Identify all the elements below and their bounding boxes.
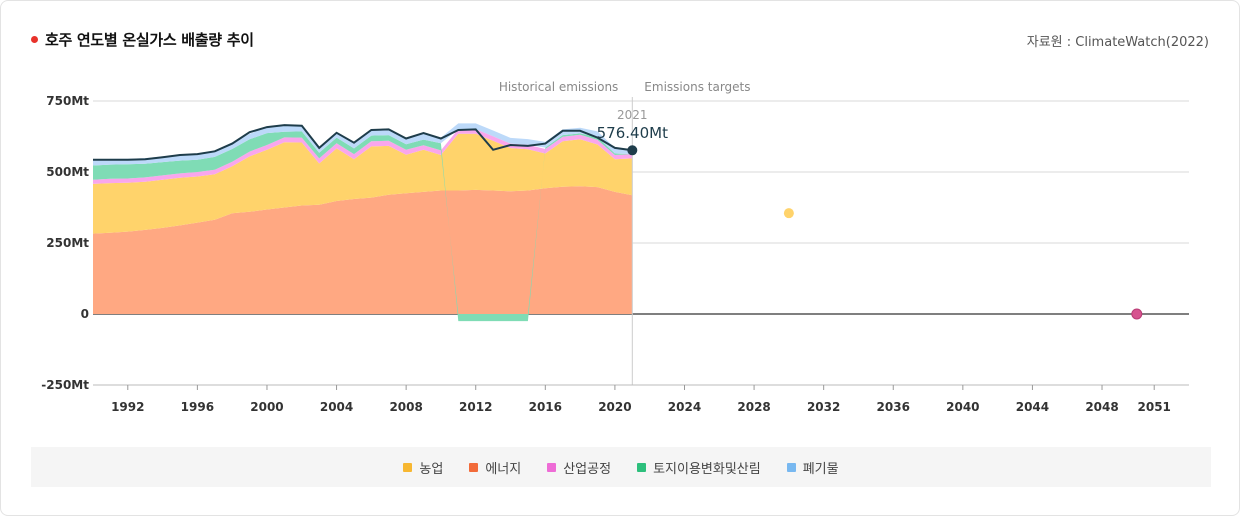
legend-swatch-industry <box>547 462 557 472</box>
current-value-point <box>627 145 638 156</box>
total-emissions-line <box>93 124 633 161</box>
targets-label: Emissions targets <box>644 80 750 94</box>
current-year-label: 2021 <box>617 108 648 122</box>
legend-item-agriculture[interactable]: 농업 <box>403 458 443 477</box>
x-tick-label: 2051 <box>1138 400 1171 414</box>
x-tick-label: 2020 <box>598 400 631 414</box>
current-value-label: 576.40Mt <box>597 124 668 142</box>
title-dot-icon <box>31 36 38 43</box>
y-tick-label: 0 <box>81 307 89 321</box>
x-tick-label: 2024 <box>668 400 701 414</box>
chart-svg: -250Mt 0 250Mt 500Mt 750Mt Historical emissio… <box>41 80 1189 414</box>
legend-label-industry: 산업공정 <box>563 461 612 477</box>
x-tick-label: 2004 <box>320 400 353 414</box>
area-energy <box>93 186 633 314</box>
area-agriculture <box>93 133 633 234</box>
x-tick-label: 2012 <box>459 400 492 414</box>
x-tick-label: 2008 <box>389 400 422 414</box>
x-tick-label: 2048 <box>1085 400 1118 414</box>
x-tick-label: 2040 <box>946 400 979 414</box>
y-tick-label: 750Mt <box>46 94 89 108</box>
legend-swatch-energy <box>469 462 479 472</box>
target-point-2030 <box>783 208 794 219</box>
legend-swatch-lulucf <box>637 462 647 472</box>
legend-label-energy: 에너지 <box>485 461 522 477</box>
x-tick-label: 2032 <box>807 400 840 414</box>
y-tick-label: 250Mt <box>46 236 89 250</box>
area-industry <box>93 129 633 184</box>
x-tick-label: 2036 <box>877 400 910 414</box>
historical-label: Historical emissions <box>499 80 618 94</box>
legend-label-lulucf: 토지이용변화및산림 <box>653 461 761 477</box>
legend-item-lulucf[interactable]: 토지이용변화및산림 <box>637 458 761 477</box>
source-text: 자료원 : ClimateWatch(2022) <box>1026 35 1209 50</box>
x-tick-label: 1996 <box>181 400 214 414</box>
legend: 농업 에너지 산업공정 토지이용변화및산림 폐기물 <box>31 447 1211 487</box>
legend-swatch-waste <box>786 462 796 472</box>
y-tick-label: 500Mt <box>46 165 89 179</box>
x-tick-label: 1992 <box>111 400 144 414</box>
title-group: 호주 연도별 온실가스 배출량 추이 <box>31 29 254 50</box>
legend-label-agriculture: 농업 <box>419 461 444 477</box>
legend-item-industry[interactable]: 산업공정 <box>547 458 611 477</box>
y-tick-label: -250Mt <box>41 378 89 392</box>
x-tick-label: 2028 <box>737 400 770 414</box>
legend-item-energy[interactable]: 에너지 <box>469 458 521 477</box>
chart-title: 호주 연도별 온실가스 배출량 추이 <box>45 31 254 49</box>
legend-swatch-agriculture <box>403 462 413 472</box>
target-point-2050 <box>1131 308 1143 320</box>
area-waste <box>93 123 633 166</box>
x-tick-label: 2044 <box>1016 400 1049 414</box>
x-tick-label: 2000 <box>250 400 283 414</box>
legend-label-waste: 폐기물 <box>802 461 839 477</box>
x-tick-label: 2016 <box>529 400 562 414</box>
legend-item-waste[interactable]: 폐기물 <box>786 458 839 477</box>
